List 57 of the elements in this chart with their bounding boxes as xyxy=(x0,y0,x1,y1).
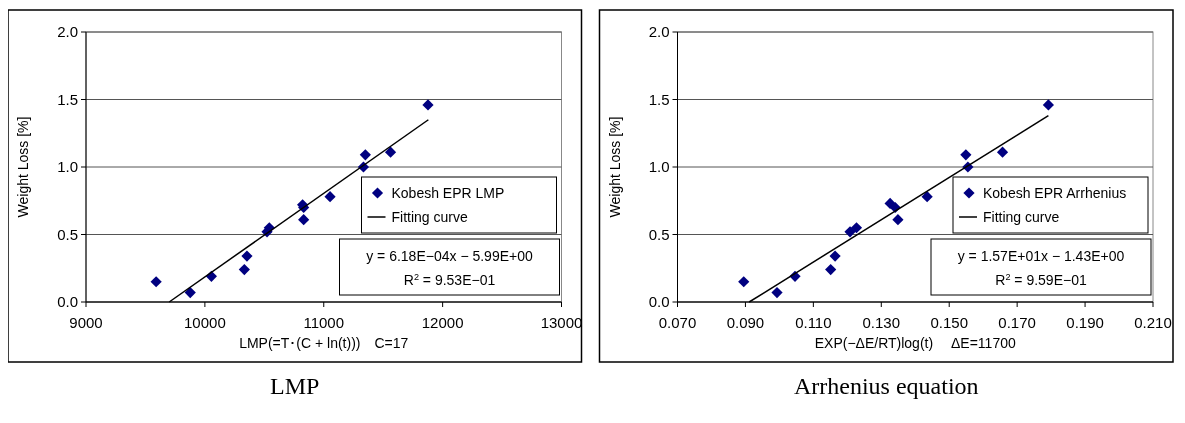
x-axis-title: EXP(−ΔE/RT)log(t) ΔE=11700 xyxy=(814,335,1016,351)
y-tick-label: 1.5 xyxy=(648,90,670,108)
x-tick-label: 0.070 xyxy=(658,314,697,331)
point xyxy=(384,146,397,158)
point xyxy=(184,286,196,299)
point xyxy=(996,146,1009,158)
point xyxy=(921,191,933,203)
x-tick-label: 0.210 xyxy=(1134,314,1172,331)
annotation: R$^{2}$ = 9.53E−01 xyxy=(403,272,496,288)
legend-label: Fitting curve xyxy=(391,209,468,225)
point xyxy=(241,250,253,262)
y-tick-label: 1.0 xyxy=(648,158,670,175)
annotation: R$^{2}$ = 9.59E−01 xyxy=(995,272,1087,288)
point xyxy=(1042,99,1054,111)
y-tick-label: 0.0 xyxy=(57,293,78,310)
x-tick-label: 0.190 xyxy=(1066,314,1104,331)
point xyxy=(892,214,904,226)
x-tick-label: 0.110 xyxy=(795,314,832,331)
y-tick-label: 0.5 xyxy=(57,225,78,243)
y-axis-title: Weight Loss [%] xyxy=(606,116,623,218)
x-tick-label: 9000 xyxy=(69,314,103,331)
x-tick-label: 0.090 xyxy=(726,314,765,331)
point xyxy=(298,214,310,226)
point xyxy=(960,149,972,161)
point xyxy=(825,264,837,276)
point xyxy=(829,250,841,262)
point xyxy=(359,149,371,161)
annotation: y = 1.57E+01x − 1.43E+00 xyxy=(957,248,1125,264)
x-tick-label: 0.170 xyxy=(998,314,1036,331)
y-tick-label: 0.5 xyxy=(648,225,670,243)
point xyxy=(771,286,783,299)
x-tick-label: 0.130 xyxy=(862,314,901,331)
x-tick-label: 11000 xyxy=(303,314,345,331)
y-axis-title: Weight Loss [%] xyxy=(15,116,31,218)
text: Arrhenius equation xyxy=(793,373,979,399)
legend-label: Kobesh EPR Arrhenius xyxy=(983,185,1127,201)
legend-label: Kobesh EPR LMP xyxy=(391,185,505,201)
point xyxy=(150,276,162,288)
x-tick-label: 0.150 xyxy=(930,314,968,331)
point xyxy=(238,264,250,276)
x-tick-label: 12000 xyxy=(421,314,464,331)
y-tick-label: 1.0 xyxy=(57,158,78,175)
text: LMP xyxy=(270,373,320,399)
point xyxy=(324,191,336,203)
y-tick-label: 1.5 xyxy=(57,90,78,108)
y-tick-label: 0.0 xyxy=(648,293,670,310)
y-tick-label: 2.0 xyxy=(648,23,670,40)
point xyxy=(738,276,750,288)
annotation: y = 6.18E−04x − 5.99E+00 xyxy=(366,248,533,264)
x-axis-title: LMP(=T･(C + ln(t))) C=17 xyxy=(239,335,409,351)
y-tick-label: 2.0 xyxy=(57,23,78,40)
point xyxy=(422,99,434,111)
legend-label: Fitting curve xyxy=(983,209,1060,225)
point xyxy=(850,222,863,234)
x-tick-label: 10000 xyxy=(184,314,226,331)
x-tick-label: 13000 xyxy=(540,314,583,331)
point xyxy=(844,226,856,238)
